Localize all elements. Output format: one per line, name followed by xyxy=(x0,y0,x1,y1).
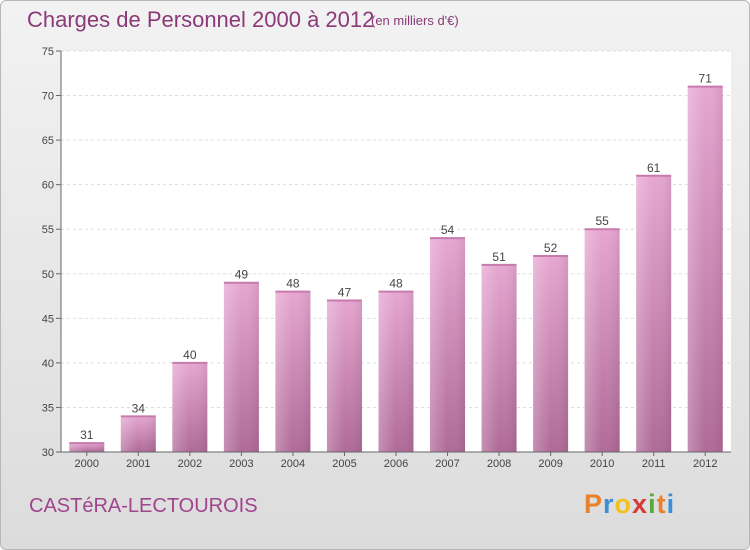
data-label: 55 xyxy=(595,214,609,228)
x-tick-label: 2000 xyxy=(75,458,99,470)
proxiti-logo[interactable]: Proxiti xyxy=(584,489,675,520)
bar-shading xyxy=(120,416,156,452)
x-tick-label: 2001 xyxy=(126,458,150,470)
bar-shading xyxy=(172,362,208,452)
bar-shading xyxy=(223,282,259,452)
x-tick-label: 2010 xyxy=(590,458,614,470)
data-label: 49 xyxy=(235,268,249,282)
x-tick-label: 2002 xyxy=(178,458,202,470)
logo-letter: r xyxy=(603,489,615,519)
bar-shading xyxy=(584,229,620,452)
y-tick-label: 70 xyxy=(42,91,54,103)
logo-letter: t xyxy=(656,489,667,519)
data-label: 34 xyxy=(132,401,146,415)
logo-letter: P xyxy=(584,489,604,519)
logo-letter: i xyxy=(666,489,676,519)
data-label: 71 xyxy=(699,72,713,86)
y-tick-label: 75 xyxy=(42,46,54,58)
data-label: 31 xyxy=(80,428,94,442)
y-tick-label: 65 xyxy=(42,135,54,147)
bar-shading xyxy=(481,264,517,452)
y-tick-label: 60 xyxy=(42,180,54,192)
data-label: 61 xyxy=(647,161,661,175)
x-tick-label: 2011 xyxy=(642,458,666,470)
logo-letter: o xyxy=(614,489,633,519)
y-tick-label: 55 xyxy=(42,224,54,236)
x-tick-label: 2012 xyxy=(693,458,717,470)
y-tick-label: 30 xyxy=(42,447,54,459)
data-label: 51 xyxy=(492,250,506,264)
logo-letter: i xyxy=(648,489,657,519)
logo-letter: x xyxy=(632,489,649,519)
chart-subtitle: (en milliers d'€) xyxy=(371,13,459,28)
commune-name: CASTéRA-LECTOUROIS xyxy=(29,495,258,517)
x-tick-label: 2003 xyxy=(229,458,253,470)
data-label: 47 xyxy=(338,286,352,300)
bar-shading xyxy=(430,238,466,452)
bar-shading xyxy=(636,175,672,452)
chart-title: Charges de Personnel 2000 à 2012 xyxy=(27,7,375,32)
x-tick-label: 2009 xyxy=(538,458,562,470)
bar-shading xyxy=(69,443,105,452)
x-tick-label: 2007 xyxy=(435,458,459,470)
y-tick-label: 35 xyxy=(42,402,54,414)
data-label: 48 xyxy=(286,277,300,291)
bar-shading xyxy=(326,300,362,452)
y-tick-label: 50 xyxy=(42,269,54,281)
x-tick-label: 2005 xyxy=(332,458,356,470)
bar-shading xyxy=(275,291,311,452)
bar-shading xyxy=(533,255,569,452)
data-label: 54 xyxy=(441,223,455,237)
data-label: 48 xyxy=(389,277,403,291)
y-tick-label: 40 xyxy=(42,358,54,370)
data-label: 40 xyxy=(183,348,197,362)
bar-shading xyxy=(378,291,414,452)
x-tick-label: 2004 xyxy=(281,458,305,470)
data-label: 52 xyxy=(544,241,558,255)
bar-shading xyxy=(687,86,723,453)
x-tick-label: 2008 xyxy=(487,458,511,470)
y-tick-label: 45 xyxy=(42,313,54,325)
x-tick-label: 2006 xyxy=(384,458,408,470)
